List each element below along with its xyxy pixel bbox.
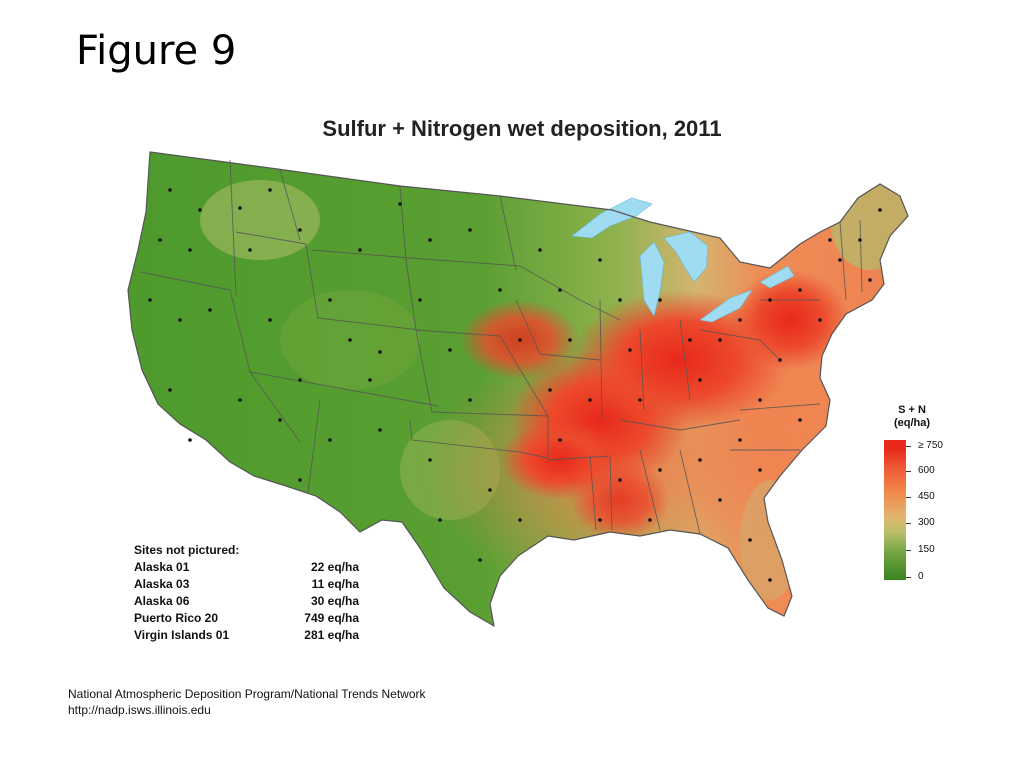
source-line-1: National Atmospheric Deposition Program/… [68,687,426,701]
slide-title: Figure 9 [76,28,237,74]
site-row: Virgin Islands 01 281 eq/ha [134,627,359,644]
legend-label: 450 [918,491,935,502]
legend-label: 0 [918,571,924,582]
site-value: 749 eq/ha [304,611,359,625]
site-value: 30 eq/ha [310,594,359,608]
legend-title-line1: S + N [898,404,926,416]
site-row: Alaska 03 11 eq/ha [134,576,359,593]
source-credit: National Atmospheric Deposition Program/… [68,686,426,718]
legend-label: ≥ 750 [918,440,943,451]
sites-not-pictured: Sites not pictured: Alaska 01 22 eq/ha A… [134,542,359,644]
legend-tick [906,497,911,498]
source-url: http://nadp.isws.illinois.edu [68,703,211,717]
site-value: 281 eq/ha [304,628,359,642]
site-name: Alaska 06 [134,594,190,608]
legend-tick [906,523,911,524]
site-name: Alaska 03 [134,577,190,591]
site-row: Alaska 06 30 eq/ha [134,593,359,610]
state-borders [139,159,863,535]
legend-title-line2: (eq/ha) [893,417,931,429]
legend-title: S + N (eq/ha) [884,404,940,430]
legend-tick [906,550,911,551]
site-row: Puerto Rico 20 749 eq/ha [134,610,359,627]
site-row: Alaska 01 22 eq/ha [134,559,359,576]
legend-label: 150 [918,544,935,555]
legend-tick [906,446,911,447]
great-lakes [571,197,795,323]
legend-tick [906,577,911,578]
legend-color-bar [884,440,906,580]
legend-tick [906,471,911,472]
site-name: Puerto Rico 20 [134,611,219,625]
legend-label: 600 [918,465,935,476]
legend-label: 300 [918,517,935,528]
site-value: 11 eq/ha [311,577,359,591]
map-title: Sulfur + Nitrogen wet deposition, 2011 [322,116,722,141]
us-outline [127,151,909,628]
site-name: Alaska 01 [134,560,190,574]
site-name: Virgin Islands 01 [134,628,230,642]
sites-heading: Sites not pictured: [134,543,240,557]
monitoring-sites [148,188,882,582]
site-value: 22 eq/ha [310,560,359,574]
